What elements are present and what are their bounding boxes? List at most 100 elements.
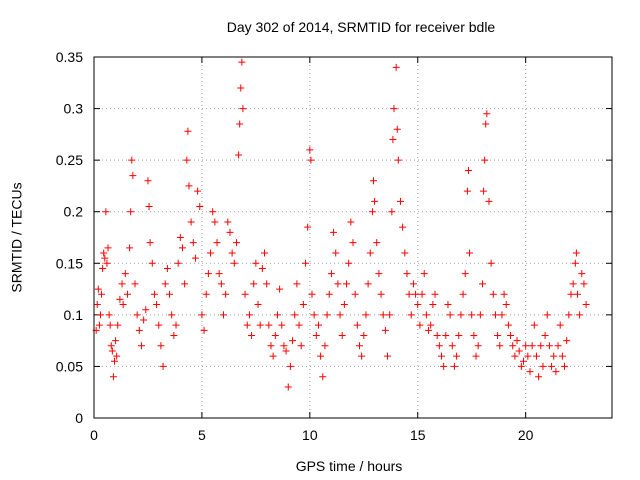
data-point bbox=[409, 280, 417, 288]
data-point bbox=[556, 321, 564, 329]
data-point bbox=[498, 311, 506, 319]
data-point bbox=[573, 290, 581, 298]
data-point bbox=[535, 373, 543, 381]
data-point bbox=[133, 311, 141, 319]
data-point bbox=[286, 362, 294, 370]
x-tick-label: 10 bbox=[302, 427, 318, 443]
data-point bbox=[140, 316, 148, 324]
data-point bbox=[353, 321, 361, 329]
grid bbox=[94, 57, 612, 418]
plot-frame bbox=[93, 56, 613, 419]
data-point bbox=[457, 311, 465, 319]
x-tick-label: 20 bbox=[518, 427, 534, 443]
data-point bbox=[96, 311, 104, 319]
data-point bbox=[157, 342, 165, 350]
data-point bbox=[271, 331, 279, 339]
data-point bbox=[370, 177, 378, 185]
data-point bbox=[347, 218, 355, 226]
data-point bbox=[215, 270, 223, 278]
data-point bbox=[502, 301, 510, 309]
data-point bbox=[128, 156, 136, 164]
data-point bbox=[291, 311, 299, 319]
data-point bbox=[422, 311, 430, 319]
chart-title: Day 302 of 2014, SRMTID for receiver bdl… bbox=[227, 19, 496, 35]
data-point bbox=[440, 362, 448, 370]
data-point bbox=[582, 301, 590, 309]
data-point bbox=[541, 331, 549, 339]
data-point bbox=[567, 290, 575, 298]
data-point bbox=[282, 347, 290, 355]
y-tick-label: 0.35 bbox=[56, 49, 83, 65]
data-point bbox=[289, 337, 297, 345]
data-point bbox=[491, 311, 499, 319]
axis-ticks: 0 5 10 15 20 0 0.05 0.1 0.15 0.2 0.25 0.3 0.35 bbox=[56, 49, 612, 443]
data-point bbox=[548, 362, 556, 370]
data-points bbox=[92, 58, 590, 391]
x-axis-label: GPS time / hours bbox=[296, 458, 403, 474]
data-point bbox=[119, 301, 127, 309]
data-point bbox=[273, 311, 281, 319]
data-point bbox=[297, 342, 305, 350]
data-point bbox=[148, 259, 156, 267]
data-point bbox=[414, 301, 422, 309]
data-point bbox=[228, 249, 236, 257]
data-point bbox=[114, 321, 122, 329]
data-point bbox=[532, 352, 540, 360]
data-point bbox=[226, 228, 234, 236]
data-point bbox=[150, 290, 158, 298]
data-point bbox=[399, 223, 407, 231]
data-point bbox=[263, 280, 271, 288]
data-point bbox=[358, 352, 366, 360]
data-point bbox=[224, 218, 232, 226]
data-point bbox=[340, 301, 348, 309]
data-point bbox=[459, 290, 467, 298]
data-point bbox=[105, 311, 113, 319]
data-point bbox=[485, 197, 493, 205]
data-point bbox=[145, 203, 153, 211]
data-point bbox=[163, 264, 171, 272]
data-point bbox=[178, 244, 186, 252]
data-point bbox=[102, 208, 110, 216]
data-point bbox=[511, 352, 519, 360]
data-point bbox=[403, 270, 411, 278]
data-point bbox=[295, 321, 303, 329]
data-point bbox=[461, 270, 469, 278]
data-point bbox=[323, 311, 331, 319]
data-point bbox=[375, 270, 383, 278]
data-point bbox=[211, 218, 219, 226]
data-point bbox=[390, 105, 398, 113]
data-point bbox=[308, 290, 316, 298]
data-point bbox=[321, 342, 329, 350]
data-point bbox=[483, 110, 491, 118]
data-point bbox=[481, 156, 489, 164]
data-point bbox=[389, 136, 397, 144]
data-point bbox=[265, 321, 273, 329]
y-tick-label: 0.05 bbox=[56, 358, 83, 374]
data-point bbox=[299, 301, 307, 309]
data-point bbox=[112, 337, 120, 345]
data-point bbox=[166, 290, 174, 298]
data-point bbox=[135, 326, 143, 334]
data-point bbox=[500, 290, 508, 298]
data-point bbox=[99, 264, 107, 272]
data-point bbox=[381, 326, 389, 334]
data-point bbox=[123, 290, 131, 298]
data-point bbox=[563, 337, 571, 345]
data-point bbox=[121, 270, 129, 278]
data-point bbox=[204, 270, 212, 278]
data-point bbox=[159, 362, 167, 370]
data-point bbox=[232, 239, 240, 247]
data-point bbox=[405, 290, 413, 298]
data-point bbox=[338, 331, 346, 339]
data-point bbox=[368, 208, 376, 216]
data-point bbox=[377, 290, 385, 298]
data-point bbox=[230, 259, 238, 267]
data-point bbox=[243, 321, 251, 329]
data-point bbox=[101, 254, 109, 262]
data-point bbox=[355, 342, 363, 350]
data-point bbox=[476, 311, 484, 319]
data-point bbox=[433, 331, 441, 339]
data-point bbox=[100, 249, 108, 257]
data-point bbox=[550, 352, 558, 360]
data-point bbox=[437, 352, 445, 360]
